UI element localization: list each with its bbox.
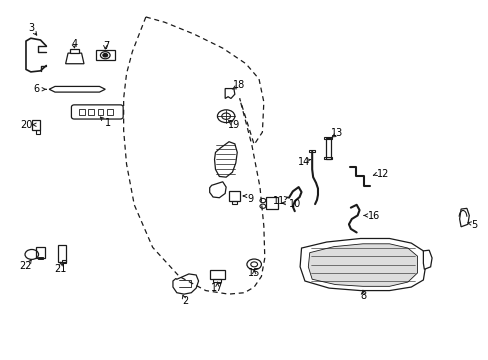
Text: 16: 16 xyxy=(367,211,380,221)
Polygon shape xyxy=(173,274,198,294)
Text: 7: 7 xyxy=(103,41,110,51)
Polygon shape xyxy=(308,244,417,286)
Bar xyxy=(97,109,103,115)
Text: 6: 6 xyxy=(33,84,40,94)
Text: 9: 9 xyxy=(247,194,253,204)
Text: 17: 17 xyxy=(211,283,223,293)
Polygon shape xyxy=(459,208,468,227)
Bar xyxy=(32,120,41,130)
Text: 4: 4 xyxy=(71,39,77,49)
Bar xyxy=(38,257,43,259)
Polygon shape xyxy=(300,238,425,291)
Text: 21: 21 xyxy=(55,264,67,274)
Bar xyxy=(325,138,330,159)
FancyBboxPatch shape xyxy=(71,105,123,119)
Bar xyxy=(308,150,314,152)
Bar xyxy=(212,279,221,282)
Bar xyxy=(265,197,278,209)
Text: 12: 12 xyxy=(376,169,388,179)
Circle shape xyxy=(102,54,107,57)
Text: 22: 22 xyxy=(20,261,32,271)
Polygon shape xyxy=(209,182,225,198)
Text: 5: 5 xyxy=(470,220,476,230)
Bar xyxy=(36,247,45,258)
Text: 1: 1 xyxy=(105,118,111,127)
Bar xyxy=(106,109,112,115)
Text: 18: 18 xyxy=(232,80,244,90)
Text: 15: 15 xyxy=(247,268,260,278)
Text: 14: 14 xyxy=(298,157,310,167)
Bar xyxy=(61,260,65,263)
Bar xyxy=(88,109,94,115)
Text: 2: 2 xyxy=(182,296,188,306)
Text: 3: 3 xyxy=(29,23,35,33)
Text: 10: 10 xyxy=(288,199,301,209)
Bar xyxy=(58,244,66,261)
Bar xyxy=(231,201,236,204)
Polygon shape xyxy=(70,49,79,53)
Text: 13: 13 xyxy=(330,127,343,138)
Bar xyxy=(209,270,224,279)
Polygon shape xyxy=(49,86,105,92)
Text: 8: 8 xyxy=(359,291,365,301)
Text: 19: 19 xyxy=(227,120,240,130)
Polygon shape xyxy=(214,142,237,177)
Bar xyxy=(36,130,41,134)
Bar xyxy=(228,191,239,201)
Text: 11: 11 xyxy=(273,195,285,206)
Text: 20: 20 xyxy=(20,120,32,130)
Bar xyxy=(323,137,332,139)
Polygon shape xyxy=(65,53,84,64)
Bar xyxy=(95,50,115,60)
Polygon shape xyxy=(224,89,234,99)
Bar xyxy=(79,109,85,115)
Bar xyxy=(323,157,332,159)
Polygon shape xyxy=(423,250,431,269)
